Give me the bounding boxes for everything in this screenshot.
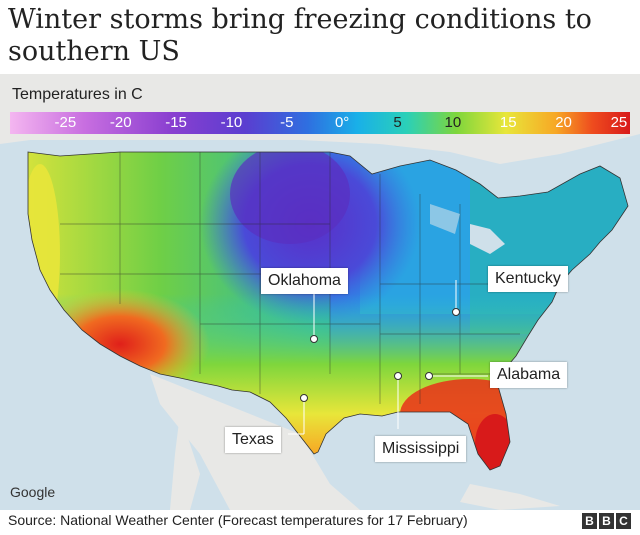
label-oklahoma: Oklahoma	[261, 268, 348, 294]
mississippi-marker	[394, 372, 402, 380]
legend-tick: 0°	[334, 114, 350, 131]
legend-tick: 10	[444, 114, 462, 131]
legend-tick: -5	[280, 114, 294, 131]
bbc-logo-letter: C	[616, 513, 631, 529]
kentucky-marker	[452, 308, 460, 316]
oklahoma-marker	[310, 335, 318, 343]
legend-tick: 20	[555, 114, 572, 131]
temperature-map	[0, 74, 640, 510]
label-mississippi: Mississippi	[375, 436, 467, 462]
label-kentucky: Kentucky	[488, 266, 568, 292]
city-markers	[288, 280, 488, 435]
headline: Winter storms bring freezing conditions …	[8, 4, 592, 67]
baja-land	[170, 414, 200, 510]
us-outline	[27, 151, 629, 471]
lake-erie	[430, 204, 460, 234]
legend-title: Temperatures in C	[12, 86, 143, 103]
legend-tick: -25	[54, 114, 77, 131]
bbc-logo: B B C	[582, 513, 631, 529]
source-note: Source: National Weather Center (Forecas…	[8, 512, 468, 528]
lake-ontario	[470, 224, 505, 254]
map-svg	[0, 74, 640, 510]
texas-marker	[300, 394, 308, 402]
state-borders	[60, 152, 520, 404]
cuba-land	[460, 484, 560, 510]
alabama-marker	[425, 372, 433, 380]
legend-tick: 15	[499, 114, 517, 131]
label-texas: Texas	[225, 427, 281, 453]
legend-tick: 25	[610, 114, 628, 131]
map-attribution: Google	[10, 484, 56, 500]
legend-tick: 5	[393, 114, 402, 131]
label-alabama: Alabama	[490, 362, 568, 388]
bbc-logo-letter: B	[582, 513, 597, 529]
legend-tick: -10	[220, 114, 243, 131]
bbc-logo-letter: B	[599, 513, 614, 529]
legend-tick: -20	[109, 114, 132, 131]
legend-color-scale	[10, 112, 630, 134]
legend-tick: -15	[165, 114, 187, 131]
